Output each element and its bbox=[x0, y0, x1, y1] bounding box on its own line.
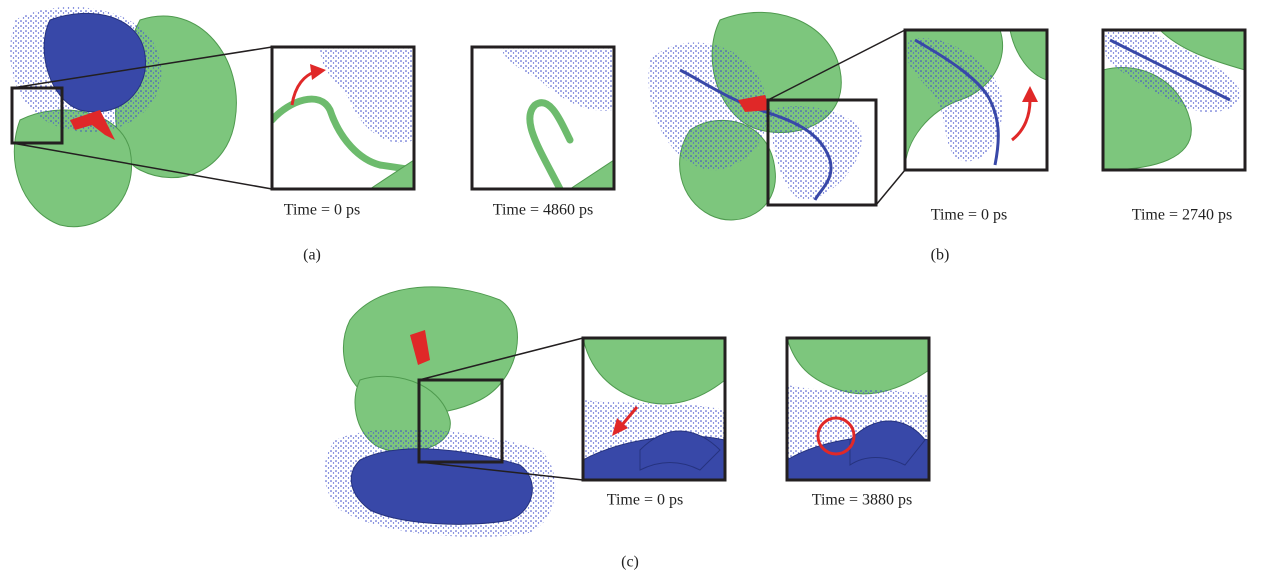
caption: Time = 2740 ps bbox=[1132, 207, 1232, 224]
shape-path bbox=[914, 38, 1000, 166]
shape-path bbox=[787, 338, 929, 395]
inset-a2 bbox=[500, 47, 614, 189]
shape-path bbox=[1022, 86, 1038, 102]
protein-a bbox=[10, 7, 273, 228]
caption: Time = 0 ps bbox=[607, 492, 683, 509]
shape-path bbox=[1109, 38, 1231, 102]
shape-path bbox=[320, 47, 414, 143]
inset-b2 bbox=[1103, 30, 1245, 170]
panel-label: (a) bbox=[303, 247, 321, 264]
inset-frame bbox=[903, 28, 1049, 172]
inset-frame bbox=[470, 45, 616, 191]
shape-circle bbox=[816, 416, 856, 456]
shape-rect bbox=[766, 98, 878, 207]
shape-path bbox=[410, 330, 430, 365]
shape-path bbox=[738, 95, 770, 112]
caption: Time = 0 ps bbox=[284, 202, 360, 219]
inset-b1 bbox=[905, 30, 1047, 170]
inset-frame bbox=[1101, 28, 1247, 172]
shape-path bbox=[648, 42, 768, 171]
caption: Time = 4860 ps bbox=[493, 202, 593, 219]
shape-path bbox=[569, 159, 614, 189]
shape-path bbox=[369, 159, 414, 189]
shape-line bbox=[418, 461, 584, 481]
protein-b bbox=[648, 11, 906, 221]
inset-c1 bbox=[583, 338, 725, 480]
shape-rect bbox=[417, 378, 504, 464]
shape-path bbox=[639, 430, 721, 471]
shape-line bbox=[11, 142, 273, 190]
shape-path bbox=[849, 420, 926, 466]
caption: Time = 0 ps bbox=[931, 207, 1007, 224]
shape-path bbox=[1009, 30, 1047, 81]
shape-path bbox=[350, 448, 533, 525]
shape-line bbox=[418, 337, 584, 381]
protein-c bbox=[324, 286, 584, 537]
shape-path bbox=[770, 106, 862, 200]
shape-line bbox=[875, 169, 906, 206]
shape-path bbox=[1011, 99, 1032, 142]
shape-path bbox=[43, 13, 147, 113]
inset-c2 bbox=[787, 338, 929, 480]
shape-path bbox=[679, 68, 833, 201]
inset-frame bbox=[785, 336, 931, 482]
shape-path bbox=[583, 338, 725, 405]
shape-rect bbox=[10, 86, 64, 145]
inset-frame bbox=[270, 45, 416, 191]
shape-line bbox=[620, 406, 639, 426]
panel-label: (c) bbox=[621, 554, 639, 571]
shape-path bbox=[310, 64, 326, 80]
shape-path bbox=[70, 110, 115, 140]
shape-path bbox=[500, 47, 614, 111]
caption: Time = 3880 ps bbox=[812, 492, 912, 509]
shape-path bbox=[612, 418, 628, 436]
shape-line bbox=[767, 29, 906, 101]
shape-line bbox=[11, 46, 273, 89]
panel-label: (b) bbox=[931, 247, 950, 264]
inset-frame bbox=[581, 336, 727, 482]
shape-path bbox=[906, 38, 1003, 162]
shape-path bbox=[526, 99, 574, 189]
inset-a1 bbox=[272, 47, 414, 189]
